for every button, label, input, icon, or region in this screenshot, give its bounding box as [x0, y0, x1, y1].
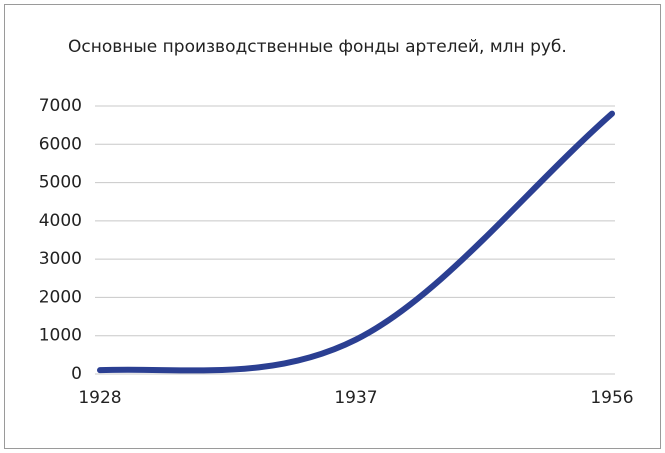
y-tick-label: 7000	[39, 96, 82, 116]
x-tick-label: 1937	[334, 388, 377, 408]
y-tick-label: 0	[71, 364, 82, 384]
y-tick-label: 2000	[39, 287, 82, 307]
x-tick-label: 1928	[78, 388, 121, 408]
y-tick-label: 6000	[39, 134, 82, 154]
y-tick-label: 3000	[39, 249, 82, 269]
chart-title: Основные производственные фонды артелей,…	[68, 37, 567, 57]
y-tick-label: 5000	[39, 173, 82, 193]
y-tick-label: 1000	[39, 326, 82, 346]
x-tick-label: 1956	[590, 388, 633, 408]
line	[97, 110, 615, 374]
frame	[4, 4, 661, 449]
y-tick-label: 4000	[39, 211, 82, 231]
